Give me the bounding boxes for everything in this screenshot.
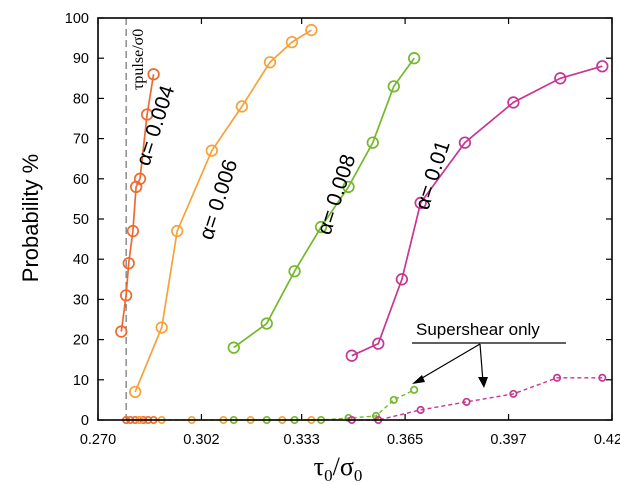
x-axis-title: τ0/σ0	[314, 452, 363, 485]
data-point	[122, 257, 135, 270]
arrow-head-magenta	[478, 377, 488, 388]
data-point	[285, 35, 299, 49]
pulse-label-text: τpulse/σ0	[130, 29, 147, 90]
data-point	[366, 136, 379, 149]
x-axis-title-sub0: 0	[324, 466, 333, 485]
data-point	[458, 136, 472, 149]
data-point	[147, 68, 160, 81]
x-tick-label: 0.270	[80, 432, 116, 448]
data-point	[507, 96, 520, 109]
x-axis-title-sub1: 0	[354, 466, 363, 485]
data-point	[342, 180, 355, 193]
data-point	[205, 144, 218, 157]
data-point	[389, 395, 398, 404]
data-point	[408, 52, 421, 65]
series-line	[351, 377, 603, 421]
y-axis-title: Probability %	[18, 154, 43, 282]
data-point	[372, 337, 385, 350]
data-point	[235, 100, 249, 113]
supershear-annotation: Supershear only	[416, 320, 540, 339]
data-point	[171, 224, 184, 238]
data-point	[119, 289, 133, 302]
data-point	[263, 56, 277, 69]
data-point	[554, 72, 567, 85]
series-probability-0	[115, 68, 160, 338]
data-point	[416, 405, 425, 415]
y-tick-label: 50	[73, 212, 89, 228]
series-line	[233, 389, 415, 421]
data-point	[314, 220, 328, 234]
x-tick-label: 0.397	[490, 432, 526, 448]
series-line	[233, 57, 415, 349]
arrow-head-green	[412, 375, 425, 384]
series-supershear-7	[347, 373, 607, 425]
data-point	[552, 373, 562, 382]
annotation-arrow-magenta	[479, 343, 484, 383]
data-point	[410, 385, 419, 394]
series-label-alpha-0004: α= 0.004	[132, 82, 180, 168]
data-point	[598, 373, 607, 382]
y-tick-label: 30	[73, 292, 89, 308]
data-point	[260, 317, 273, 330]
data-point	[155, 321, 168, 334]
series-line	[351, 65, 603, 357]
data-point	[115, 325, 128, 338]
data-point	[227, 341, 240, 354]
x-tick-label: 0.333	[284, 432, 320, 448]
data-point	[133, 172, 147, 185]
annotation-arrow-green	[416, 343, 481, 382]
y-tick-label: 100	[65, 11, 89, 27]
series-label-alpha-001: α= 0.01	[411, 138, 455, 213]
data-point	[140, 108, 154, 121]
y-tick-label: 60	[73, 172, 89, 188]
y-tick-label: 0	[81, 413, 89, 429]
data-point	[387, 80, 400, 93]
y-tick-labels: 0 10 20 30 40 50 60 70 80 90 100	[65, 11, 89, 429]
series-label-alpha-0008: α= 0.008	[313, 152, 360, 238]
x-axis-title-sigma: /σ	[333, 452, 354, 481]
x-tick-label: 0.429	[594, 432, 620, 448]
series-probability-1	[129, 23, 318, 399]
y-tick-label: 70	[73, 132, 89, 148]
series-probability-2	[227, 52, 421, 354]
data-point	[126, 224, 140, 238]
series-probability-3	[345, 60, 609, 362]
data-point	[596, 60, 609, 73]
pulse-label: τpulse/σ0	[130, 29, 147, 90]
y-tick-label: 10	[73, 373, 89, 389]
series-layer	[115, 23, 609, 425]
x-tick-label: 0.302	[183, 432, 219, 448]
data-point	[129, 385, 142, 399]
x-tick-label: 0.365	[387, 432, 423, 448]
data-point	[462, 397, 471, 406]
data-point	[288, 265, 301, 278]
x-tick-labels: 0.270 0.302 0.333 0.365 0.397 0.429	[80, 432, 620, 448]
y-tick-label: 90	[73, 51, 89, 67]
y-tick-label: 20	[73, 333, 89, 349]
y-tick-label: 40	[73, 252, 89, 268]
data-point	[345, 349, 358, 362]
data-point	[509, 389, 518, 398]
data-point	[414, 196, 427, 210]
series-label-alpha-0006: α= 0.006	[195, 157, 242, 243]
data-point	[305, 23, 318, 37]
y-tick-label: 80	[73, 91, 89, 107]
x-axis-title-tau: τ	[314, 452, 324, 481]
data-point	[395, 273, 409, 286]
plot-frame	[97, 17, 613, 421]
